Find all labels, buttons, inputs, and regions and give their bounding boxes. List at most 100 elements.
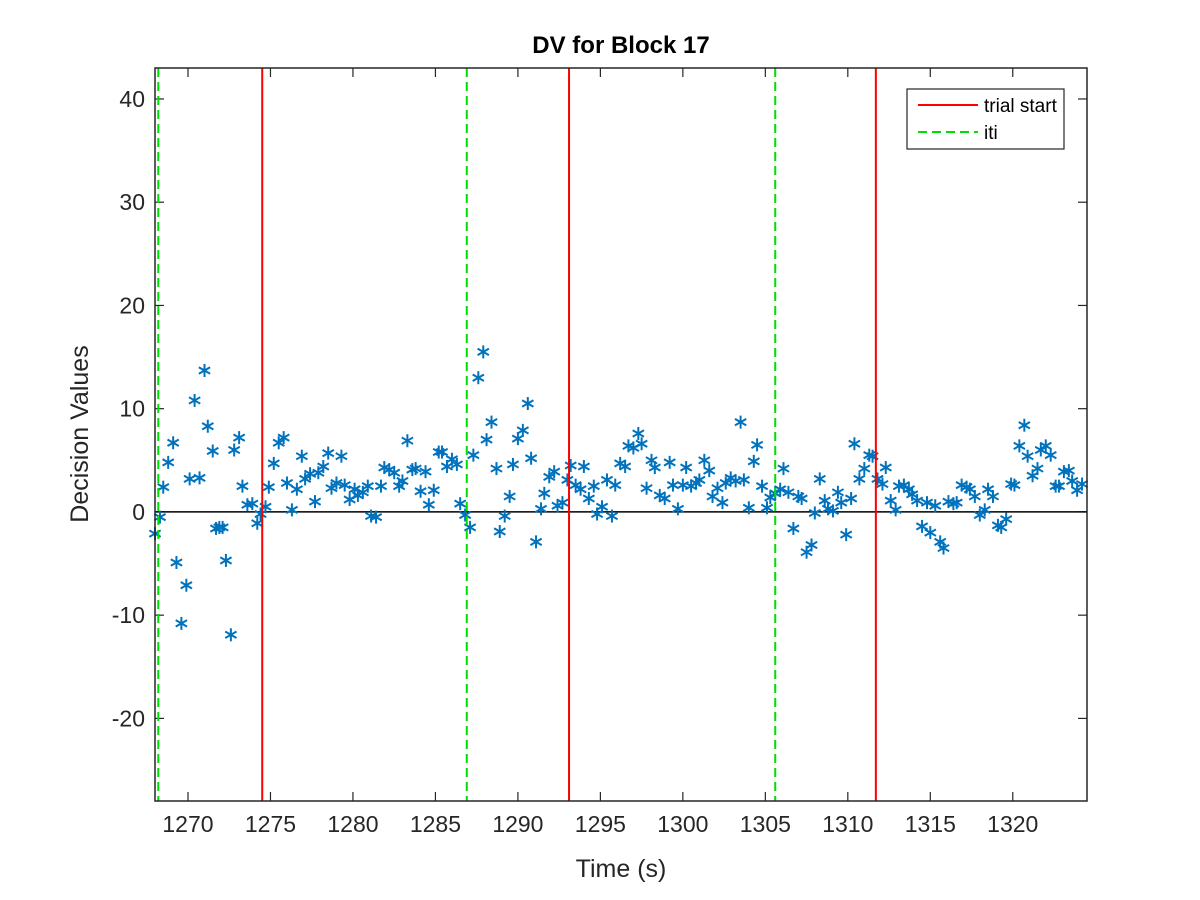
data-point bbox=[472, 371, 485, 385]
data-point bbox=[188, 393, 201, 407]
data-point bbox=[277, 431, 290, 445]
data-point bbox=[844, 492, 858, 506]
data-point bbox=[973, 508, 986, 522]
data-point bbox=[232, 431, 246, 445]
data-point bbox=[795, 492, 808, 506]
data-point bbox=[338, 478, 351, 492]
axis-ticks bbox=[155, 68, 1087, 801]
data-point bbox=[587, 479, 600, 493]
data-point bbox=[915, 519, 929, 533]
data-point bbox=[317, 460, 330, 474]
data-point bbox=[374, 479, 388, 493]
vline-layer bbox=[157, 68, 877, 801]
data-point bbox=[206, 444, 219, 458]
data-point bbox=[703, 464, 716, 478]
data-point bbox=[1013, 439, 1026, 453]
data-point bbox=[782, 485, 795, 499]
data-point bbox=[582, 492, 595, 506]
data-point bbox=[978, 503, 991, 517]
data-point bbox=[422, 498, 435, 512]
data-point bbox=[193, 471, 206, 485]
data-point bbox=[272, 436, 285, 450]
data-point bbox=[889, 503, 902, 517]
data-point bbox=[605, 509, 619, 523]
data-point bbox=[454, 497, 467, 511]
data-point bbox=[640, 481, 653, 495]
data-point bbox=[285, 503, 299, 517]
data-point bbox=[450, 457, 464, 471]
data-point bbox=[595, 500, 609, 514]
y-tick-label: 0 bbox=[132, 499, 145, 525]
x-tick-label: 1315 bbox=[905, 811, 956, 837]
data-point bbox=[419, 465, 432, 479]
y-tick-labels: -20 -10 0 10 20 30 40 bbox=[112, 86, 145, 731]
data-point bbox=[409, 462, 422, 476]
data-point bbox=[632, 426, 645, 440]
data-point bbox=[750, 438, 764, 452]
y-tick-label: -10 bbox=[112, 602, 145, 628]
plot-frame bbox=[154, 67, 1088, 802]
data-point bbox=[813, 472, 826, 486]
data-point bbox=[538, 486, 551, 500]
data-point bbox=[236, 479, 249, 493]
data-point bbox=[325, 481, 338, 495]
data-point bbox=[543, 470, 556, 484]
x-tick-label: 1280 bbox=[327, 811, 378, 837]
data-point bbox=[826, 504, 840, 518]
points-layer bbox=[148, 345, 1089, 642]
data-point bbox=[805, 538, 818, 552]
data-point bbox=[747, 454, 760, 468]
legend-box bbox=[906, 88, 1065, 150]
y-tick-label: -20 bbox=[112, 705, 145, 731]
data-point bbox=[569, 478, 582, 492]
data-point bbox=[427, 483, 440, 497]
data-point bbox=[577, 460, 591, 474]
data-point bbox=[848, 437, 861, 451]
data-point bbox=[548, 465, 561, 479]
data-point bbox=[671, 502, 685, 516]
data-point bbox=[734, 415, 747, 429]
data-point bbox=[658, 492, 671, 506]
data-point bbox=[1000, 512, 1013, 526]
data-point bbox=[648, 461, 661, 475]
data-point bbox=[777, 462, 790, 476]
data-point bbox=[180, 578, 193, 592]
data-point bbox=[361, 479, 374, 493]
data-point bbox=[840, 528, 853, 542]
x-tick-labels: 1270 1275 1280 1285 1290 1295 1300 1305 1310 1315… bbox=[162, 811, 1038, 837]
chart-title: DV for Block 17 bbox=[532, 32, 709, 59]
legend-iti-label: iti bbox=[984, 123, 998, 144]
data-point bbox=[968, 489, 981, 503]
data-point bbox=[267, 456, 280, 470]
data-point bbox=[950, 496, 963, 510]
plot-area bbox=[155, 68, 1087, 801]
data-point bbox=[774, 482, 787, 496]
data-point bbox=[414, 484, 427, 498]
data-point bbox=[609, 478, 622, 492]
data-point bbox=[666, 478, 680, 492]
y-tick-label: 10 bbox=[119, 396, 145, 422]
data-point bbox=[835, 496, 848, 510]
data-point bbox=[516, 423, 530, 437]
data-point bbox=[986, 489, 1000, 503]
data-point bbox=[485, 415, 498, 429]
data-point bbox=[262, 480, 275, 494]
data-point bbox=[295, 449, 308, 463]
data-point bbox=[897, 478, 911, 492]
data-point bbox=[1044, 448, 1057, 462]
data-point bbox=[716, 496, 729, 510]
data-point bbox=[251, 516, 264, 530]
data-point bbox=[369, 510, 383, 524]
data-point bbox=[879, 461, 892, 475]
data-point bbox=[719, 476, 732, 490]
data-point bbox=[556, 496, 569, 510]
x-tick-label: 1285 bbox=[410, 811, 461, 837]
data-point bbox=[246, 497, 259, 511]
data-point bbox=[1062, 464, 1076, 478]
data-point bbox=[574, 482, 587, 496]
data-point bbox=[458, 508, 472, 522]
data-point bbox=[1039, 439, 1052, 453]
data-point bbox=[737, 473, 751, 487]
y-tick-label: 20 bbox=[119, 292, 145, 318]
